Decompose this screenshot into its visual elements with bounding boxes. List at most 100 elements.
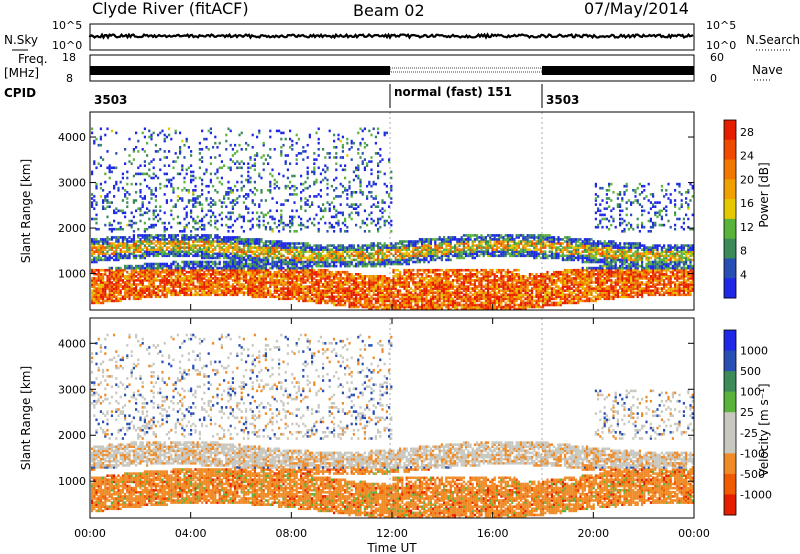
power-cell xyxy=(179,230,182,233)
power-cell xyxy=(126,201,129,204)
power-cell xyxy=(152,264,155,268)
power-cell xyxy=(313,273,316,276)
power-cell xyxy=(388,293,391,297)
power-cell xyxy=(209,236,212,239)
power-cell xyxy=(297,215,300,219)
power-cell xyxy=(256,268,259,272)
power-cell xyxy=(115,182,118,186)
power-cell xyxy=(174,244,177,247)
power-cell xyxy=(407,270,410,274)
power-cell xyxy=(394,275,397,278)
power-cell xyxy=(108,279,111,282)
power-cell xyxy=(209,215,212,219)
power-cell xyxy=(146,287,149,290)
power-cell xyxy=(341,270,344,274)
power-cell xyxy=(366,162,369,165)
power-cell xyxy=(282,254,285,258)
power-cell xyxy=(306,250,309,253)
power-cell xyxy=(203,242,206,245)
power-cell xyxy=(240,283,243,286)
power-cell xyxy=(326,293,329,297)
power-cell xyxy=(385,297,388,301)
power-cell xyxy=(126,170,129,174)
power-cell xyxy=(168,150,171,153)
power-cell xyxy=(113,195,116,198)
power-cell xyxy=(315,279,318,282)
power-cell xyxy=(132,252,135,256)
power-cell xyxy=(319,297,322,301)
power-cell xyxy=(374,135,377,139)
power-cell xyxy=(231,211,234,215)
power-cell xyxy=(363,262,366,266)
power-cell xyxy=(326,273,329,276)
power-cell xyxy=(267,273,270,276)
power-cell xyxy=(225,275,228,278)
power-cell xyxy=(425,307,428,311)
power-cell xyxy=(434,281,437,284)
power-cell xyxy=(119,244,122,247)
power-cell xyxy=(137,240,140,243)
power-cell xyxy=(370,279,373,282)
power-cell xyxy=(236,246,239,249)
power-cell xyxy=(159,285,162,288)
power-cell xyxy=(174,131,177,135)
power-cell xyxy=(110,297,113,301)
power-cell xyxy=(306,273,309,276)
power-cell xyxy=(183,287,186,290)
power-cell xyxy=(434,301,437,305)
power-cell xyxy=(196,197,199,200)
power-cell xyxy=(271,230,274,233)
power-cell xyxy=(102,254,105,258)
power-cell xyxy=(432,289,435,292)
power-cell xyxy=(280,297,283,301)
power-cell xyxy=(357,205,360,208)
power-cell xyxy=(405,260,408,264)
power-cell xyxy=(416,283,419,286)
power-cell xyxy=(374,262,377,266)
power-cell xyxy=(403,252,406,256)
power-cell xyxy=(152,287,155,290)
power-cell xyxy=(355,168,358,172)
power-cell xyxy=(176,266,179,270)
cpid-segment-2: normal (fast) 151 xyxy=(394,85,512,99)
power-cell xyxy=(117,283,120,286)
power-cell xyxy=(313,162,316,165)
power-cell xyxy=(366,297,369,301)
power-cell xyxy=(328,275,331,278)
power-cell xyxy=(148,291,151,294)
power-cell xyxy=(176,186,179,190)
power-cell xyxy=(174,252,177,256)
power-cell xyxy=(300,283,303,286)
power-cell xyxy=(297,295,300,299)
power-cell xyxy=(352,287,355,290)
power-cell xyxy=(176,270,179,274)
power-cell xyxy=(157,287,160,290)
power-cell xyxy=(225,279,228,282)
power-cell xyxy=(192,268,195,272)
power-cell xyxy=(302,277,305,280)
power-cell xyxy=(121,268,124,272)
power-cell xyxy=(264,262,267,266)
power-cell xyxy=(253,244,256,247)
power-cell xyxy=(388,277,391,280)
power-cell xyxy=(97,285,100,288)
power-cell xyxy=(403,246,406,249)
power-cell xyxy=(425,285,428,288)
power-cell xyxy=(132,281,135,284)
power-cell xyxy=(295,297,298,301)
power-cell xyxy=(181,230,184,233)
power-cell xyxy=(359,277,362,280)
power-cell xyxy=(163,264,166,268)
power-cell xyxy=(407,281,410,284)
power-cell xyxy=(361,287,364,290)
power-cell xyxy=(218,242,221,245)
power-cell xyxy=(143,238,146,241)
power-cell xyxy=(165,293,168,297)
power-cell xyxy=(390,299,393,303)
power-cell xyxy=(137,264,140,268)
power-cell xyxy=(280,281,283,284)
power-cell xyxy=(203,281,206,284)
power-cell xyxy=(152,262,155,266)
power-cell xyxy=(337,281,340,284)
power-cell xyxy=(297,273,300,276)
